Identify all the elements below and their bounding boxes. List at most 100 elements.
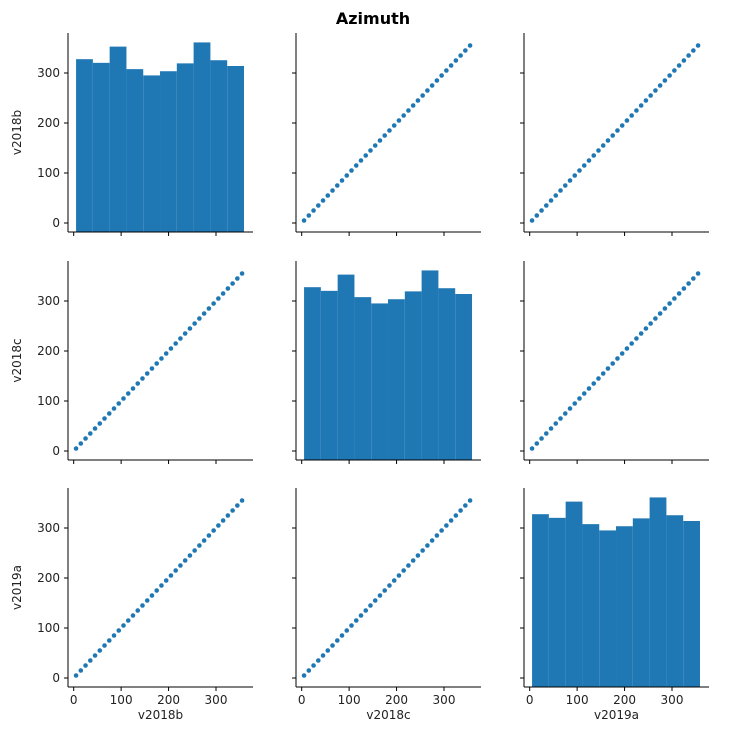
hist-bar [371,303,389,460]
scatter-point [382,588,388,593]
scatter-point [220,291,226,296]
scatter-point [577,168,582,173]
hist-bar [599,530,617,687]
scatter-point [168,573,174,578]
scatter-point [116,628,122,633]
scatter-point [192,548,197,553]
y-tick-label: 300 [37,66,60,80]
scatter-point [662,306,668,311]
scatter-point [78,668,84,673]
scatter-point [391,123,397,128]
scatter-point [149,593,155,598]
scatter-point [97,421,103,426]
panel-v2018b-vs-v2019a [520,33,709,236]
x-tick-label: 200 [613,693,636,707]
y-tick-label: 200 [37,344,60,358]
hist-bar [632,518,650,687]
scatter-point [539,208,544,213]
y-tick-label: 0 [52,444,60,458]
scatter-point [197,543,202,548]
scatter-point [330,188,335,193]
scatter-point [349,168,354,173]
scatter-point [553,421,559,426]
scatter-point [681,286,687,291]
scatter-point [467,498,473,503]
scatter-point [548,198,554,203]
scatter-point [686,53,691,58]
scatter-point [220,518,226,523]
scatter-point [92,653,98,658]
scatter-point [572,173,578,178]
hist-bar [649,497,667,687]
scatter-point [154,361,160,366]
y-tick-label: 100 [37,621,60,635]
scatter-point [349,623,354,628]
hist-bar [337,274,355,460]
panel-v2019a-vs-v2019a: 0 100 200 300 v2019a [520,488,709,722]
scatter-point [448,518,454,523]
scatter-point [225,286,231,291]
scatter-point [406,563,411,568]
hist-bar [683,520,700,687]
figure-title: Azimuth [336,9,410,28]
scatter-point [425,88,430,93]
scatter-point [657,83,663,88]
scatter-point [225,513,231,518]
scatter-point [344,173,350,178]
scatter-point [201,538,207,543]
scatter-point [173,341,178,346]
scatter-point [230,508,235,513]
scatter-point [558,416,563,421]
scatter-point [695,43,701,48]
scatter-point [230,281,235,286]
scatter-point [239,271,245,276]
scatter-point [358,613,364,618]
scatter-point [182,558,188,563]
scatter-point [135,608,141,613]
hist-bar [76,59,93,233]
y-axis-title: v2018b [10,110,24,155]
scatter-point [382,133,388,138]
scatter-point [73,673,79,678]
scatter-point [562,411,568,416]
scatter-point [125,391,131,396]
scatter-point [629,341,634,346]
scatter-point [173,568,178,573]
scatter-point [562,183,568,188]
hist-bar [354,297,372,460]
scatter-point [586,386,592,391]
scatter-point [615,356,620,361]
scatter-point [353,163,359,168]
scatter-point [315,203,321,208]
scatter-point [377,138,383,143]
scatter-point [591,381,597,386]
x-tick-label: 300 [205,693,228,707]
scatter-point [653,88,658,93]
scatter-point [358,158,364,163]
scatter-point [111,406,117,411]
scatter-point [629,113,634,118]
x-tick-label: 300 [661,693,684,707]
x-axis-title: v2018c [366,708,410,722]
scatter-point [458,508,463,513]
scatter-point [600,371,606,376]
scatter-point [97,648,103,653]
scatter-point [605,138,611,143]
scatter-point [458,53,463,58]
panel-v2019a-vs-v2018c: 0 100 200 300 v2018c [292,488,481,722]
scatter-point [315,658,321,663]
scatter-point [605,366,611,371]
scatter-point [144,371,150,376]
scatter-point [425,543,430,548]
x-tick-label: 0 [298,693,306,707]
hist-bar [193,42,211,232]
scatter-point [235,276,240,281]
scatter-point [624,346,630,351]
hist-bar [616,526,633,687]
scatter-point [543,431,549,436]
hist-bar [455,293,472,460]
scatter-point [596,376,601,381]
scatter-point [420,548,425,553]
scatter-point [325,648,331,653]
